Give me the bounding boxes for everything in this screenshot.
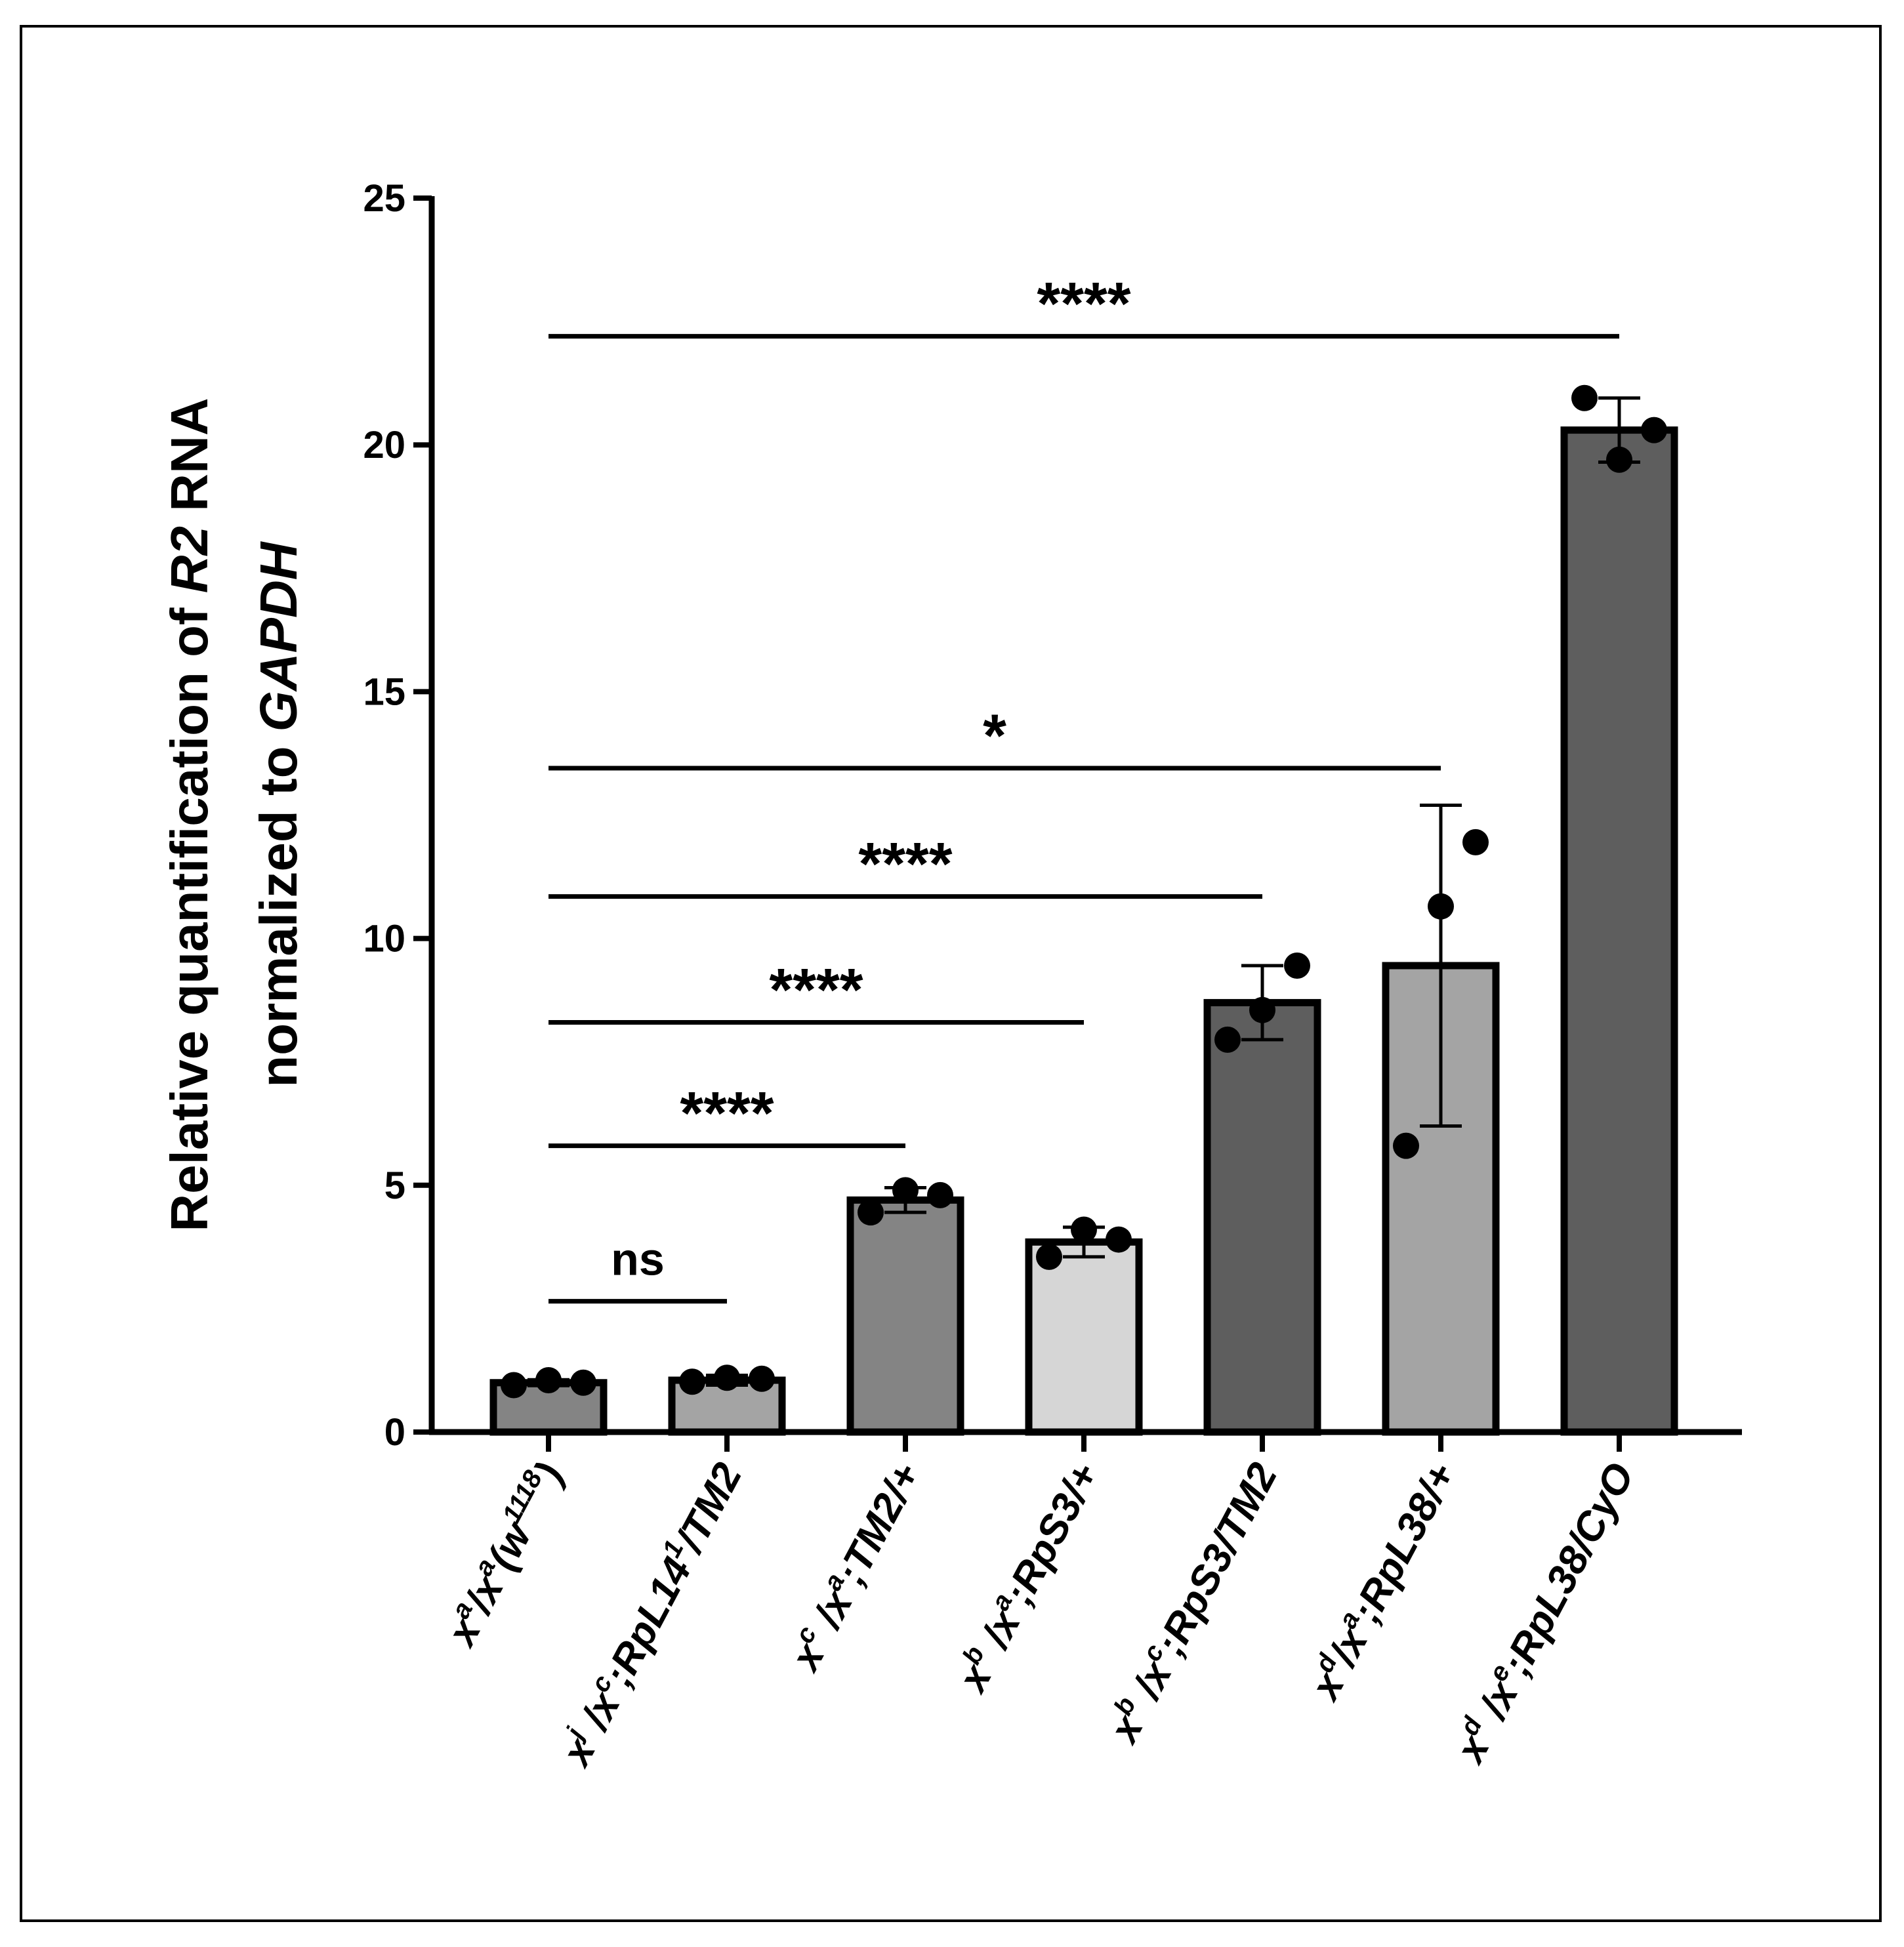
data-point-g1 (570, 1369, 596, 1396)
data-point-g1 (501, 1372, 527, 1399)
data-point-g6 (1462, 829, 1489, 855)
x-tick-label-g1: xa/xa(w1118) (434, 1454, 572, 1654)
y-axis-title-line1: Relative quantification of R2 RNA (160, 398, 218, 1231)
data-point-g7 (1606, 446, 1632, 473)
significance-label: ns (611, 1234, 665, 1285)
bar-g7 (1560, 426, 1678, 1436)
data-point-g3 (858, 1199, 884, 1226)
bar-g5 (1203, 998, 1321, 1436)
data-point-g4 (1071, 1216, 1097, 1243)
y-tick-label: 20 (363, 424, 405, 466)
bar-g3 (846, 1196, 964, 1436)
x-tick-label-g4: xb /xa;RpS3/+ (945, 1454, 1107, 1700)
y-tick-label: 5 (384, 1164, 405, 1207)
significance-label: * (983, 703, 1006, 769)
y-tick-label: 0 (384, 1411, 405, 1454)
data-point-g2 (714, 1364, 740, 1391)
data-point-g4 (1106, 1226, 1132, 1253)
x-tick-label-g3: xc /xa;TM2/+ (778, 1454, 929, 1679)
data-point-g1 (535, 1366, 562, 1393)
data-point-g3 (927, 1181, 953, 1208)
error-bar-g6 (1420, 803, 1462, 1128)
significance-brackets: ns***************** (548, 271, 1619, 1304)
data-point-g5 (1214, 1026, 1241, 1053)
y-tick-label: 15 (363, 670, 405, 713)
data-point-g2 (749, 1365, 775, 1392)
significance-label: **** (858, 831, 952, 898)
x-tick-label-g7: xd /xe;RpL38/CyO (1443, 1454, 1644, 1771)
significance-label: **** (769, 957, 863, 1024)
figure-border (20, 25, 1882, 1922)
significance-label: **** (680, 1080, 774, 1147)
y-axis-label: Relative quantification of R2 RNA normali… (160, 398, 308, 1231)
data-point-g4 (1036, 1243, 1062, 1270)
y-tick-label: 25 (363, 177, 405, 220)
data-point-g5 (1249, 996, 1275, 1023)
y-axis-title-line2: normalized to GAPDH (249, 541, 308, 1087)
data-points (501, 384, 1667, 1399)
data-point-g6 (1393, 1132, 1419, 1159)
data-point-g6 (1428, 893, 1454, 920)
data-point-g7 (1571, 384, 1598, 411)
y-tick-label: 10 (363, 918, 405, 960)
axes: 0 5 10 15 20 25 (363, 177, 1742, 1454)
data-point-g2 (679, 1368, 705, 1395)
x-tick-label-g2: xj /xc;RpL141/TM2 (549, 1454, 751, 1774)
bars (489, 426, 1678, 1436)
bar-g4 (1025, 1238, 1143, 1436)
x-tick-label-g5: xb /xc;RpS3/TM2 (1097, 1454, 1287, 1751)
data-point-g3 (892, 1177, 919, 1204)
significance-label: **** (1037, 271, 1130, 338)
data-point-g5 (1284, 952, 1310, 979)
x-tick-label-g6: xd/xa;RpL38/+ (1298, 1454, 1465, 1708)
data-point-g7 (1641, 417, 1667, 443)
